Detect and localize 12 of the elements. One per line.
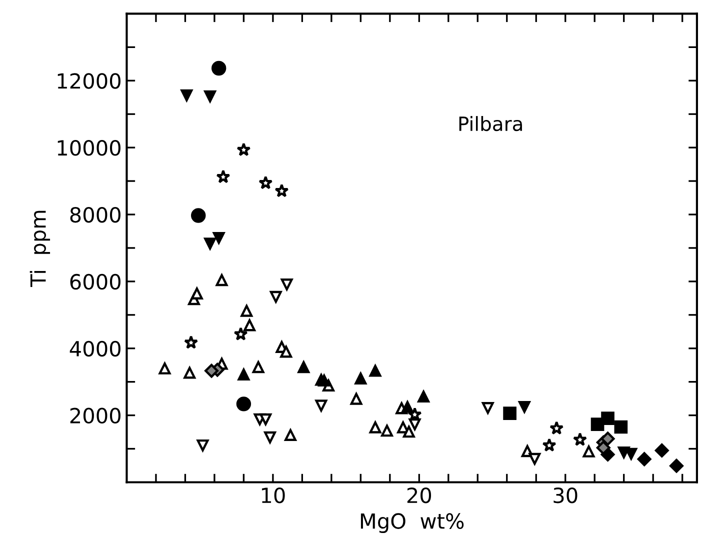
annotation: Pilbara xyxy=(459,116,522,132)
x-tick-label: 20 xyxy=(407,487,432,504)
y-tick-label: 6000 xyxy=(70,274,120,290)
x-tick-label: 10 xyxy=(262,487,285,504)
y-axis-title: Ti ppm xyxy=(30,210,50,287)
y-tick-label: 2000 xyxy=(70,408,120,424)
y-tick-label: 4000 xyxy=(70,340,120,357)
x-tick-label: 30 xyxy=(554,487,578,504)
y-tick-label: 10000 xyxy=(58,140,120,156)
y-tick-label: 12000 xyxy=(58,73,120,89)
x-axis-title: MgO wt% xyxy=(360,513,464,533)
y-tick-label: 8000 xyxy=(70,206,120,223)
